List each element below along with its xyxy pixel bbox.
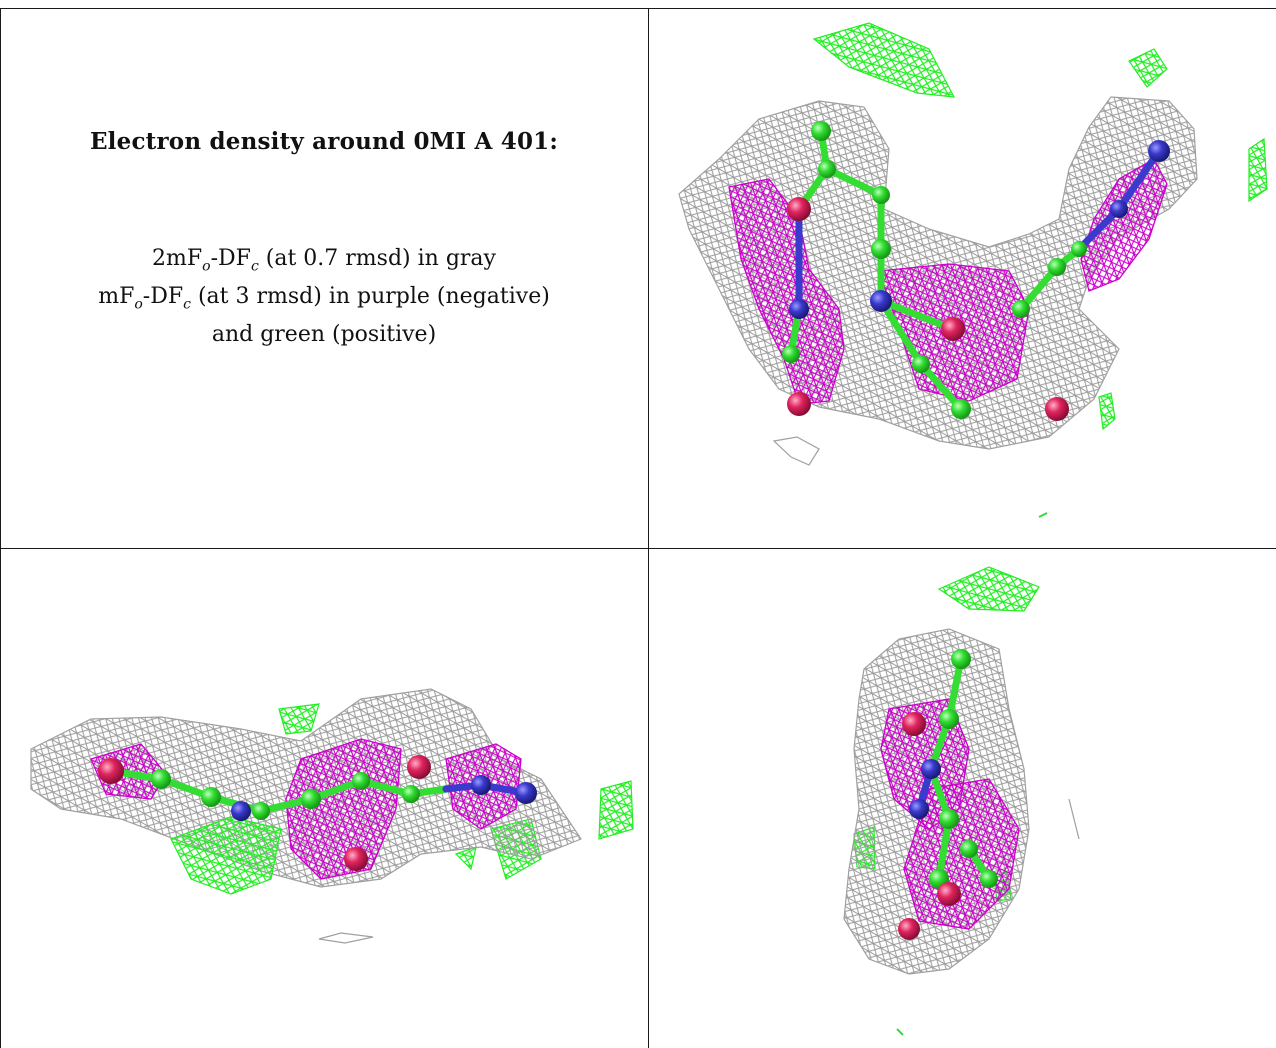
caption-line-2fofc: 2mFo-DFc (at 0.7 rmsd) in gray (152, 246, 496, 275)
caption-panel: Electron density around 0MI A 401: 2mFo-… (0, 0, 648, 548)
density-figure-top (678, 22, 1268, 518)
caption-line-fofc: mFo-DFc (at 3 rmsd) in purple (negative) (98, 284, 550, 313)
frame-top (0, 8, 1276, 9)
density-view-top-right (649, 9, 1276, 548)
frame-middle-vertical (648, 8, 649, 1048)
frame-middle-horizontal (0, 548, 1276, 549)
frame-left (0, 8, 1, 1048)
density-view-bottom-left (1, 549, 648, 1048)
density-view-bottom-right (649, 549, 1276, 1048)
density-figure-bottom-left (30, 688, 634, 944)
caption-line-positive: and green (positive) (211, 322, 437, 347)
caption-title: Electron density around 0MI A 401: (89, 128, 559, 155)
density-figure-bottom-right (843, 566, 1080, 1036)
